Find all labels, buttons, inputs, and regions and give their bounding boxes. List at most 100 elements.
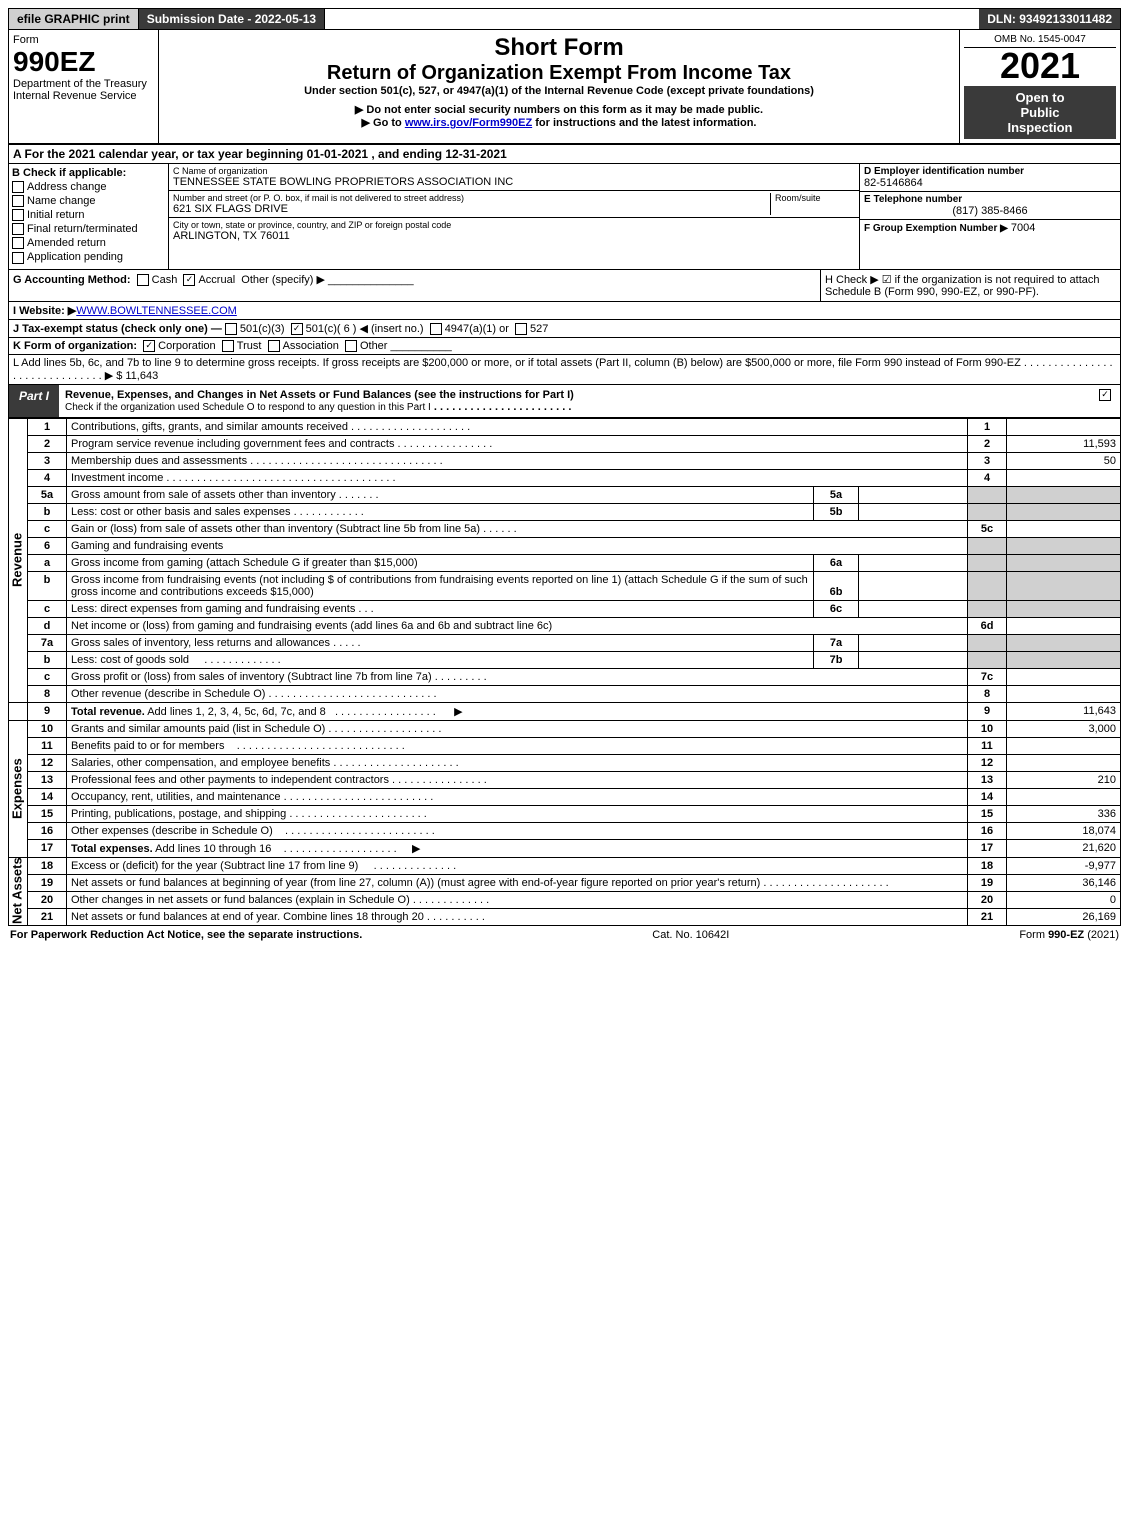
dept-label: Department of the Treasury — [13, 78, 154, 90]
check-application-pending[interactable]: Application pending — [12, 251, 165, 263]
check-assoc[interactable] — [268, 340, 280, 352]
expenses-label: Expenses — [9, 720, 28, 857]
phone-value: (817) 385-8466 — [864, 205, 1116, 217]
check-accrual[interactable]: ✓ — [183, 274, 195, 286]
check-4947[interactable] — [430, 323, 442, 335]
check-corp[interactable]: ✓ — [143, 340, 155, 352]
header-right: OMB No. 1545-0047 2021 Open to Public In… — [960, 30, 1120, 143]
check-schedule-o-part1[interactable]: ✓ — [1099, 389, 1111, 401]
line-1-desc: Contributions, gifts, grants, and simila… — [67, 418, 968, 435]
line-3-val: 50 — [1007, 452, 1121, 469]
form-label: Form — [13, 34, 154, 46]
check-527[interactable] — [515, 323, 527, 335]
line-6c-desc: Less: direct expenses from gaming and fu… — [67, 600, 814, 617]
netassets-label: Net Assets — [9, 857, 28, 925]
line-15-val: 336 — [1007, 805, 1121, 822]
line-l-amount: ▶ $ 11,643 — [105, 370, 159, 382]
line-6a-desc: Gross income from gaming (attach Schedul… — [67, 554, 814, 571]
efile-print-button[interactable]: efile GRAPHIC print — [9, 9, 139, 29]
org-name-label: C Name of organization — [173, 166, 855, 176]
check-other[interactable] — [345, 340, 357, 352]
form-header: Form 990EZ Department of the Treasury In… — [8, 29, 1121, 145]
phone-block: E Telephone number (817) 385-8466 — [860, 192, 1120, 220]
line-7c-desc: Gross profit or (loss) from sales of inv… — [67, 668, 968, 685]
check-501c[interactable]: ✓ — [291, 323, 303, 335]
warning-link: ▶ Go to www.irs.gov/Form990EZ for instru… — [163, 116, 955, 129]
check-name-change[interactable]: Name change — [12, 195, 165, 207]
footer-center: Cat. No. 10642I — [652, 929, 729, 941]
line-11-desc: Benefits paid to or for members . . . . … — [67, 737, 968, 754]
city-value: ARLINGTON, TX 76011 — [173, 230, 855, 242]
part-1-title: Revenue, Expenses, and Changes in Net As… — [59, 385, 1120, 417]
box-l: L Add lines 5b, 6c, and 7b to line 9 to … — [9, 355, 1120, 384]
info-grid: B Check if applicable: Address change Na… — [8, 164, 1121, 270]
line-9-desc: Total revenue. Add lines 1, 2, 3, 4, 5c,… — [67, 702, 968, 720]
city-block: City or town, state or province, country… — [169, 218, 859, 244]
page-footer: For Paperwork Reduction Act Notice, see … — [8, 926, 1121, 941]
title-short: Short Form — [163, 34, 955, 62]
website-link[interactable]: WWW.BOWLTENNESSEE.COM — [76, 305, 237, 317]
top-bar: efile GRAPHIC print Submission Date - 20… — [8, 8, 1121, 29]
footer-left: For Paperwork Reduction Act Notice, see … — [10, 929, 362, 941]
box-k: K Form of organization: ✓Corporation Tru… — [9, 338, 1120, 355]
group-label: F Group Exemption Number ▶ — [864, 223, 1008, 234]
line-18-val: -9,977 — [1007, 857, 1121, 874]
box-g: G Accounting Method: Cash ✓Accrual Other… — [9, 270, 820, 301]
check-address-change[interactable]: Address change — [12, 181, 165, 193]
line-17-val: 21,620 — [1007, 839, 1121, 857]
dln-label: DLN: 93492133011482 — [979, 9, 1120, 29]
box-b: B Check if applicable: Address change Na… — [9, 164, 169, 269]
box-j: J Tax-exempt status (check only one) — 5… — [9, 320, 1120, 338]
line-19-desc: Net assets or fund balances at beginning… — [67, 874, 968, 891]
line-21-desc: Net assets or fund balances at end of ye… — [67, 908, 968, 925]
line-15-desc: Printing, publications, postage, and shi… — [67, 805, 968, 822]
city-label: City or town, state or province, country… — [173, 220, 855, 230]
line-18-desc: Excess or (deficit) for the year (Subtra… — [67, 857, 968, 874]
ein-label: D Employer identification number — [864, 166, 1116, 177]
street-value: 621 SIX FLAGS DRIVE — [173, 203, 770, 215]
subtitle: Under section 501(c), 527, or 4947(a)(1)… — [163, 85, 955, 97]
open-inspection-box: Open to Public Inspection — [964, 86, 1116, 139]
check-trust[interactable] — [222, 340, 234, 352]
irs-link[interactable]: www.irs.gov/Form990EZ — [405, 117, 532, 129]
street-block: Number and street (or P. O. box, if mail… — [169, 191, 859, 218]
room-label: Room/suite — [770, 193, 855, 215]
group-value: 7004 — [1011, 222, 1035, 234]
line-1-val — [1007, 418, 1121, 435]
line-19-val: 36,146 — [1007, 874, 1121, 891]
line-4-desc: Investment income . . . . . . . . . . . … — [67, 469, 968, 486]
line-16-val: 18,074 — [1007, 822, 1121, 839]
check-amended-return[interactable]: Amended return — [12, 237, 165, 249]
check-initial-return[interactable]: Initial return — [12, 209, 165, 221]
warning-ssn: ▶ Do not enter social security numbers o… — [163, 103, 955, 116]
ein-value: 82-5146864 — [864, 177, 1116, 189]
line-6d-desc: Net income or (loss) from gaming and fun… — [67, 617, 968, 634]
box-b-label: B Check if applicable: — [12, 167, 165, 179]
tax-year: 2021 — [964, 48, 1116, 84]
line-5b-desc: Less: cost or other basis and sales expe… — [67, 503, 814, 520]
check-501c3[interactable] — [225, 323, 237, 335]
line-7a-desc: Gross sales of inventory, less returns a… — [67, 634, 814, 651]
line-17-desc: Total expenses. Add lines 10 through 16 … — [67, 839, 968, 857]
title-main: Return of Organization Exempt From Incom… — [163, 62, 955, 85]
part-1-header: Part I Revenue, Expenses, and Changes in… — [8, 385, 1121, 418]
line-13-val: 210 — [1007, 771, 1121, 788]
box-i: I Website: ▶WWW.BOWLTENNESSEE.COM — [9, 302, 1120, 320]
check-final-return[interactable]: Final return/terminated — [12, 223, 165, 235]
line-10-val: 3,000 — [1007, 720, 1121, 737]
check-cash[interactable] — [137, 274, 149, 286]
lines-table: Revenue 1 Contributions, gifts, grants, … — [8, 418, 1121, 926]
line-6-desc: Gaming and fundraising events — [67, 537, 968, 554]
org-name: TENNESSEE STATE BOWLING PROPRIETORS ASSO… — [173, 176, 855, 188]
line-5a-desc: Gross amount from sale of assets other t… — [67, 486, 814, 503]
section-a-period: A For the 2021 calendar year, or tax yea… — [8, 145, 1121, 164]
line-5c-desc: Gain or (loss) from sale of assets other… — [67, 520, 968, 537]
line-21-val: 26,169 — [1007, 908, 1121, 925]
part-1-label: Part I — [9, 385, 59, 417]
line-20-val: 0 — [1007, 891, 1121, 908]
meta-rows: I Website: ▶WWW.BOWLTENNESSEE.COM J Tax-… — [8, 302, 1121, 385]
line-1-rn: 1 — [968, 418, 1007, 435]
line-2-desc: Program service revenue including govern… — [67, 435, 968, 452]
submission-date-button[interactable]: Submission Date - 2022-05-13 — [139, 9, 325, 29]
line-9-val: 11,643 — [1007, 702, 1121, 720]
